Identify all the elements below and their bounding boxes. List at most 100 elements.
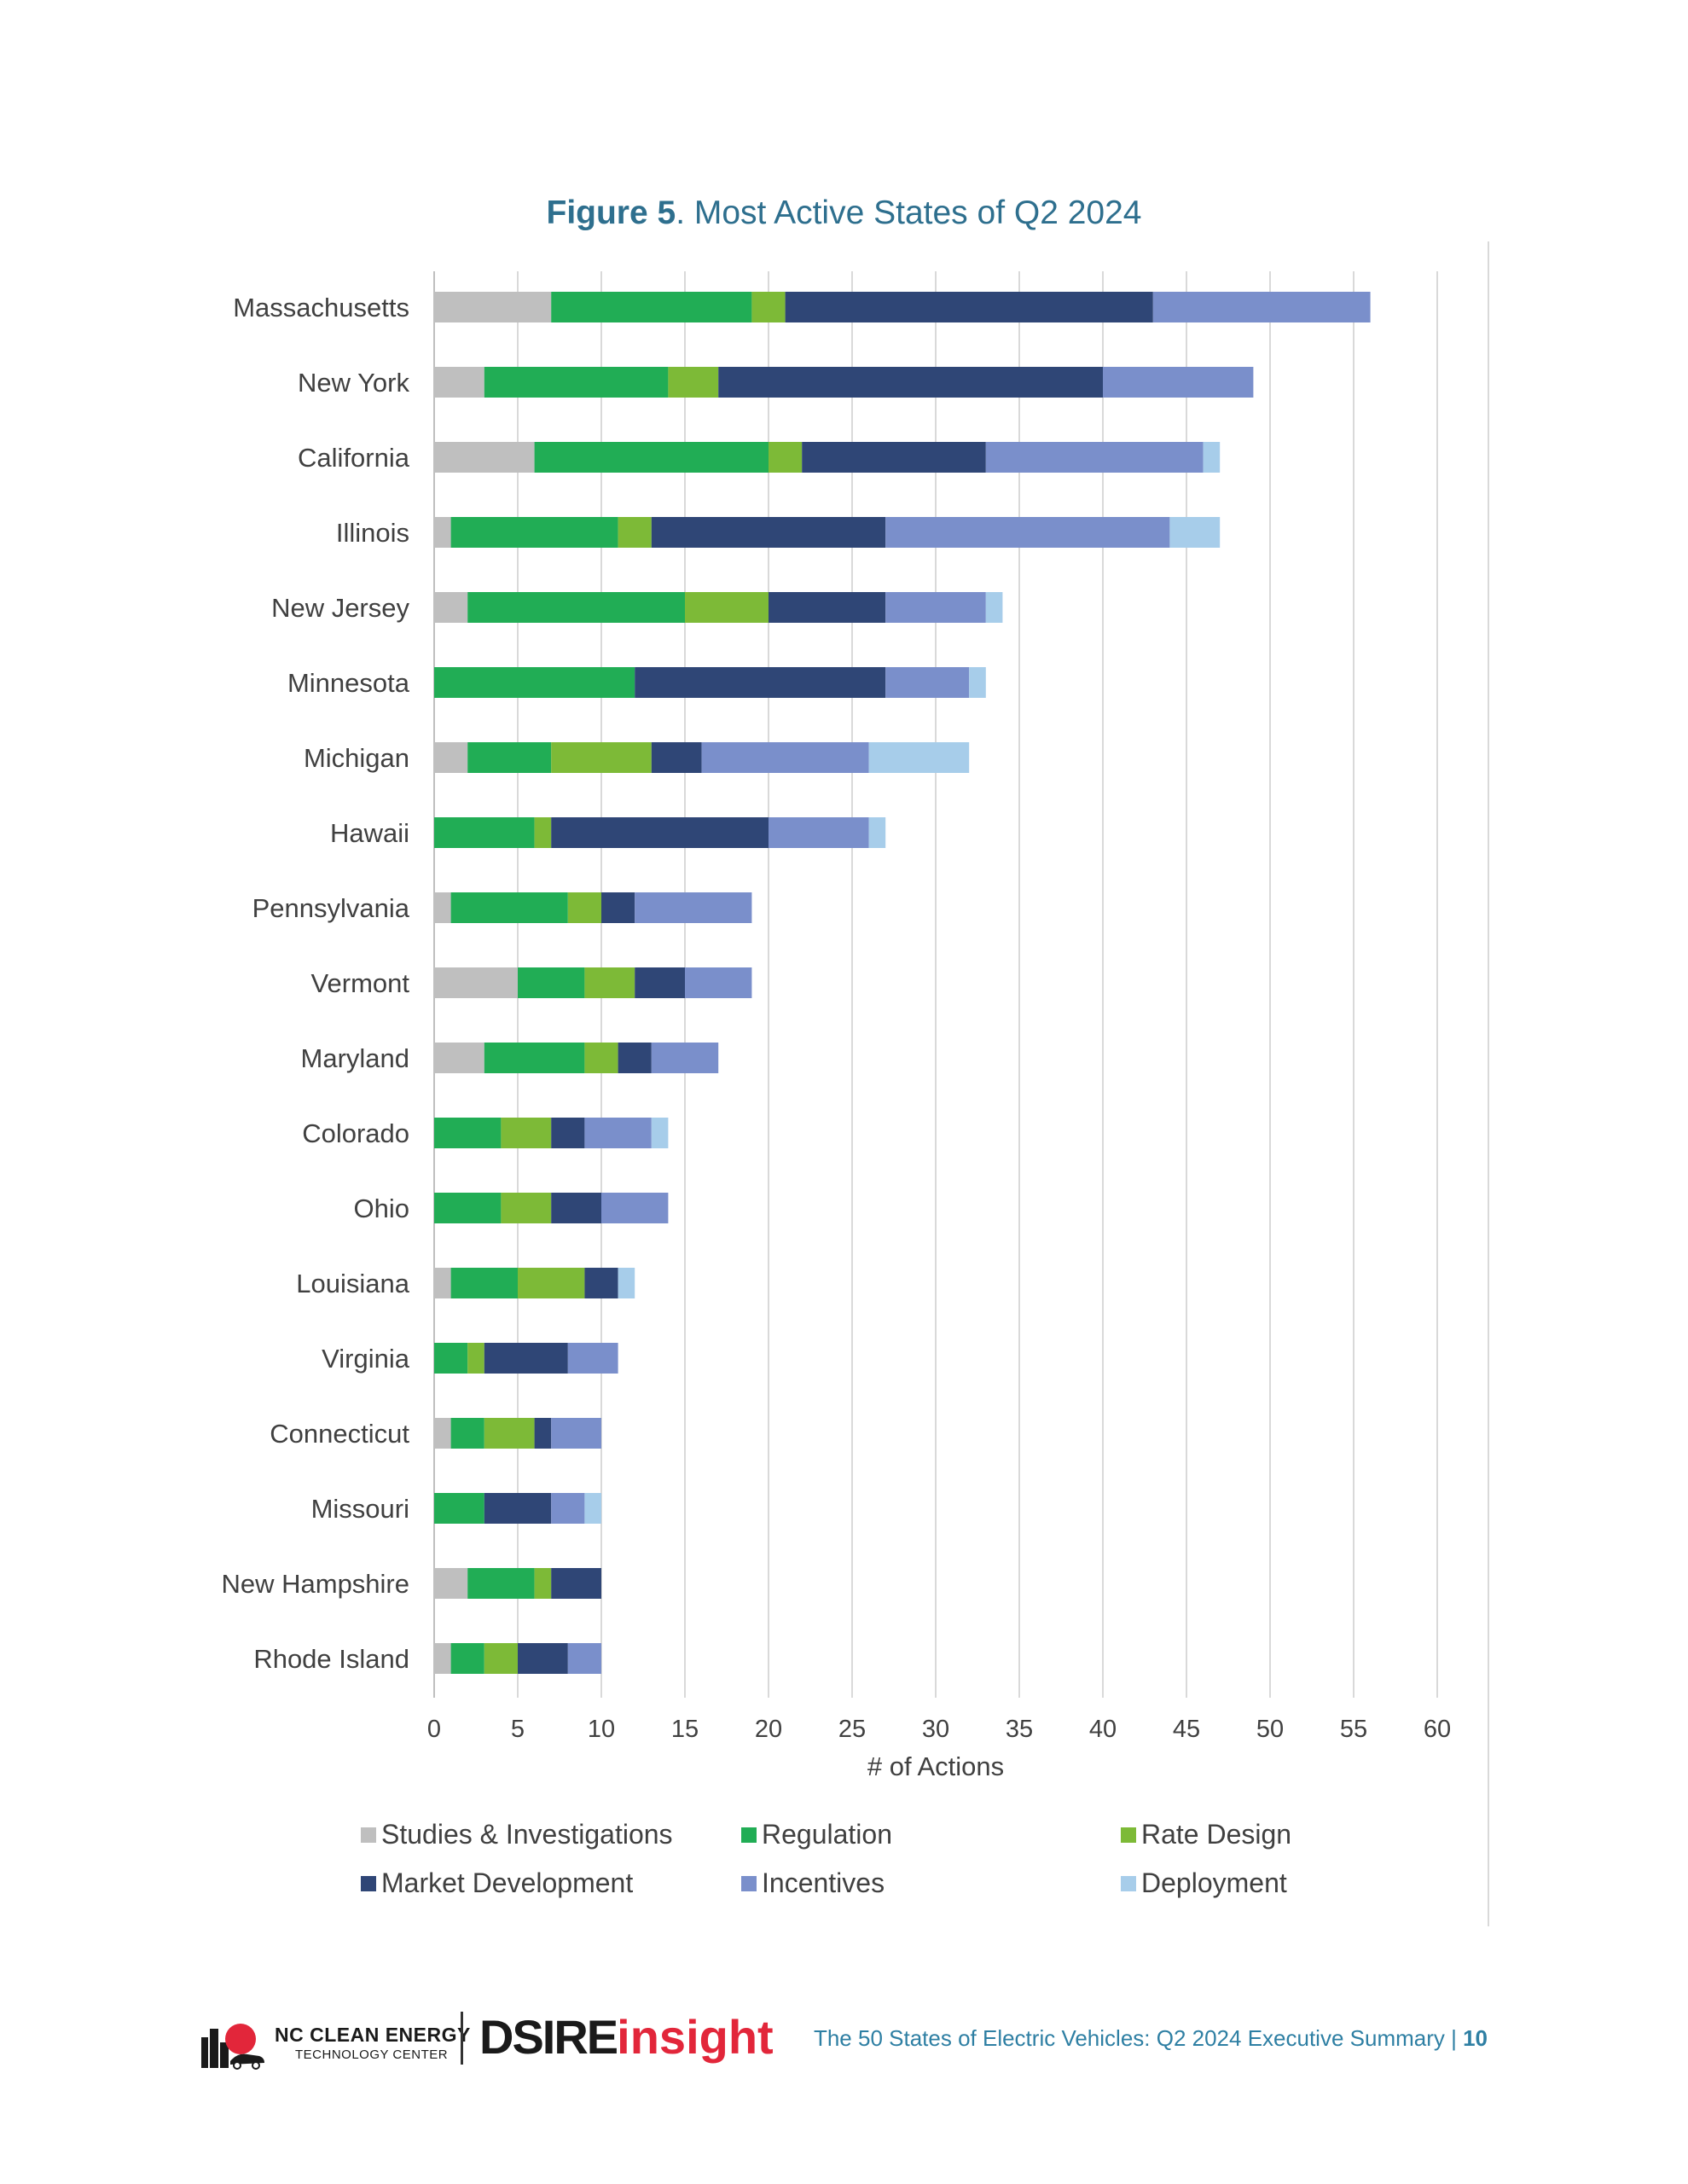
bar-segment (584, 1118, 652, 1148)
bar-segment (467, 1568, 535, 1599)
bar-segment (584, 1043, 618, 1073)
legend-item: Regulation (741, 1819, 892, 1850)
logo-separator (461, 2012, 463, 2065)
bar-segment (551, 742, 652, 773)
bar-segment (434, 1343, 468, 1374)
bar-segment (985, 592, 1003, 623)
bar-segment (685, 592, 769, 623)
bar-segment (601, 892, 635, 923)
legend-item: Deployment (1121, 1867, 1287, 1899)
legend-swatch (741, 1827, 757, 1843)
figure-label: Figure 5 (546, 195, 676, 231)
bar-segment (450, 892, 568, 923)
bar-segment (434, 817, 535, 848)
bar-segment (885, 667, 970, 698)
category-label: California (298, 443, 410, 473)
bar-segment (802, 442, 986, 473)
bar-segment (484, 1493, 552, 1524)
bar-segment (450, 1268, 518, 1298)
legend-item: Market Development (361, 1867, 633, 1899)
bar-segment (551, 1418, 601, 1449)
x-tick-label: 15 (671, 1716, 699, 1743)
x-tick-label: 50 (1256, 1716, 1284, 1743)
legend-label: Rate Design (1141, 1819, 1292, 1850)
bar-segment (518, 967, 585, 998)
category-label: Connecticut (270, 1419, 409, 1449)
legend-label: Incentives (762, 1867, 885, 1898)
page-footer: NC CLEAN ENERGY TECHNOLOGY CENTER DSIREi… (0, 2005, 1688, 2082)
bar-segment (501, 1118, 552, 1148)
legend-item: Studies & Investigations (361, 1819, 673, 1850)
bar-segment (434, 667, 635, 698)
bar-segment (434, 1043, 484, 1073)
bar-segment (534, 817, 552, 848)
legend-label: Market Development (381, 1867, 634, 1898)
bar-segment (769, 442, 803, 473)
bar-segment (868, 817, 886, 848)
bar-segment (434, 1643, 451, 1674)
bar-segment (601, 1193, 669, 1223)
bar-segment (518, 1268, 585, 1298)
bar-segment (484, 367, 669, 398)
bar-segment (450, 1643, 484, 1674)
category-label: New Hampshire (221, 1569, 409, 1599)
x-tick-label: 55 (1340, 1716, 1367, 1743)
footer-summary: The 50 States of Electric Vehicles: Q2 2… (814, 2025, 1488, 2052)
legend-swatch (361, 1875, 376, 1891)
bar-segment (635, 892, 752, 923)
bar-segment (701, 742, 869, 773)
bar-segment (450, 517, 618, 548)
category-label: Louisiana (296, 1269, 409, 1298)
bar-segment (501, 1193, 552, 1223)
bar-segment (785, 292, 1153, 322)
category-label: Maryland (301, 1043, 410, 1073)
legend-label: Regulation (762, 1819, 892, 1850)
bar-segment (434, 892, 451, 923)
nc-logo-icon (201, 2024, 264, 2070)
bar-segment (685, 967, 752, 998)
category-label: Rhode Island (253, 1644, 409, 1674)
x-tick-label: 20 (755, 1716, 782, 1743)
x-tick-label: 10 (588, 1716, 615, 1743)
bar-segment (467, 1343, 484, 1374)
insight-logo-text: insight (617, 2010, 774, 2064)
bar-segment (484, 1043, 585, 1073)
bar-segment (651, 742, 702, 773)
bar-segment (868, 742, 970, 773)
bar-segment (584, 1268, 618, 1298)
bar-segment (434, 1118, 502, 1148)
category-label: Colorado (302, 1118, 409, 1148)
bar-segment (618, 1043, 652, 1073)
x-tick-label: 60 (1424, 1716, 1451, 1743)
bar-segment (668, 367, 719, 398)
bar-segment (618, 1268, 635, 1298)
category-label: Vermont (311, 968, 410, 998)
bar-segment (467, 592, 685, 623)
bar-segment (1152, 292, 1371, 322)
category-label: Massachusetts (233, 293, 409, 322)
bar-segment (567, 1343, 618, 1374)
page-border-line (1488, 241, 1489, 1926)
x-tick-label: 25 (838, 1716, 866, 1743)
bar-segment (434, 1418, 451, 1449)
figure-title-text: . Most Active States of Q2 2024 (676, 195, 1142, 231)
bar-segment (434, 292, 552, 322)
bar-segment (618, 517, 652, 548)
legend-label: Studies & Investigations (381, 1819, 673, 1850)
legend-label: Deployment (1141, 1867, 1287, 1898)
bar-segment (651, 517, 886, 548)
category-label: New Jersey (271, 593, 409, 623)
bar-segment (434, 592, 468, 623)
bar-segment (484, 1343, 568, 1374)
legend-swatch (1121, 1875, 1136, 1891)
bar-segment (567, 1643, 601, 1674)
bar-segment (467, 742, 552, 773)
bar-segment (434, 517, 451, 548)
bar-segment (567, 892, 601, 923)
bar-segment (651, 1043, 719, 1073)
nc-logo-line2: TECHNOLOGY CENTER (295, 2048, 449, 2062)
bar-segment (484, 1643, 518, 1674)
bar-segment (551, 292, 752, 322)
bar-segment (551, 1568, 601, 1599)
